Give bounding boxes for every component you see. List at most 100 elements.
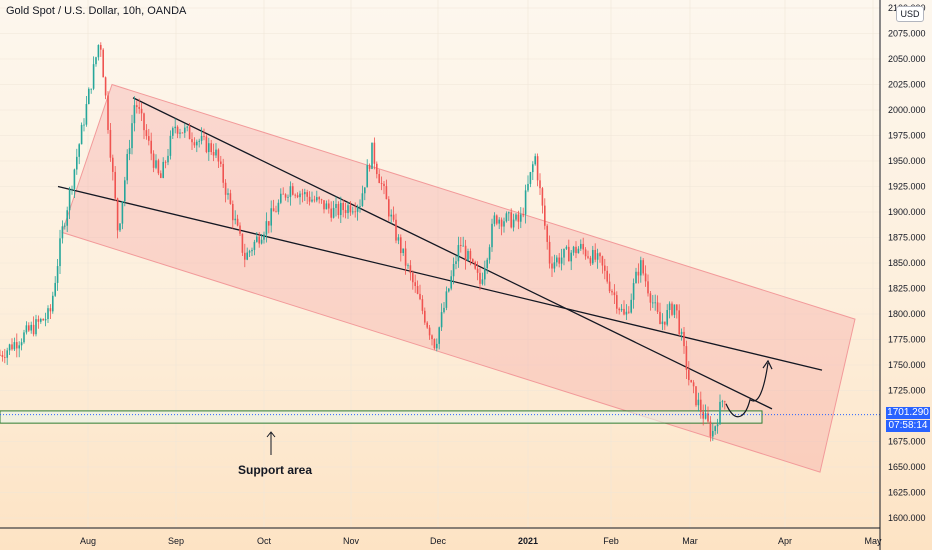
candle-body (282, 193, 284, 195)
candle-body (462, 245, 464, 247)
candle-body (493, 215, 496, 224)
candle-body (138, 107, 140, 109)
candle-body (112, 157, 114, 172)
time-axis[interactable]: Aug Sep Oct Nov Dec 2021 Feb Mar Apr May (80, 536, 882, 546)
candle-body (320, 199, 323, 201)
price-tick-label: 1625.000 (888, 488, 926, 498)
candle-body (479, 272, 481, 284)
candle-body (452, 264, 455, 277)
trendline-long[interactable] (57, 185, 823, 371)
candle-body (11, 344, 13, 350)
time-tick-label: Sep (168, 536, 184, 546)
candle-body (306, 192, 308, 197)
candle-body (385, 186, 388, 200)
candle-body (128, 148, 131, 155)
candle-body (378, 174, 380, 183)
price-axis[interactable]: 2100.0002075.0002050.0002025.0002000.000… (888, 3, 926, 523)
candle-body (664, 321, 666, 325)
candle-body (522, 214, 524, 216)
candle-body (232, 203, 234, 221)
candle-body (157, 160, 160, 174)
candle-body (565, 246, 568, 249)
time-tick-label: Aug (80, 536, 96, 546)
candle-body (383, 183, 385, 187)
price-tick-label: 1825.000 (888, 284, 926, 294)
candle-body (407, 265, 409, 267)
bar-countdown-label: 07:58:14 (886, 420, 930, 432)
candle-body (354, 211, 356, 213)
candle-body (184, 127, 186, 133)
candle-body (436, 343, 438, 349)
candle-body (234, 218, 236, 221)
candle-body (270, 208, 272, 226)
candle-body (30, 324, 32, 331)
candle-body (414, 282, 416, 287)
candle-body (395, 219, 397, 241)
candle-body (563, 248, 565, 258)
last-price-label: 1701.290 (886, 407, 930, 419)
candle-body (90, 88, 92, 90)
candle-body (630, 299, 632, 313)
candle-body (4, 357, 6, 358)
candle-body (244, 252, 246, 260)
candle-body (392, 214, 395, 220)
candle-body (659, 311, 661, 325)
candle-body (596, 253, 599, 260)
candle-body (366, 165, 368, 188)
candle-body (623, 308, 625, 315)
candle-body (0, 354, 1, 356)
candle-body (18, 345, 20, 349)
currency-button[interactable]: USD (896, 6, 924, 22)
candle-body (97, 44, 100, 58)
candle-body (203, 135, 205, 137)
candle-body (476, 268, 479, 273)
candle-body (212, 152, 215, 156)
candle-body (632, 283, 635, 300)
candle-body (702, 411, 704, 419)
candle-body (716, 424, 719, 427)
candle-body (44, 319, 47, 321)
candle-body (311, 199, 313, 202)
candle-body (162, 161, 164, 178)
candle-body (265, 221, 268, 235)
candle-body (404, 248, 407, 266)
candle-body (524, 190, 527, 215)
candle-body (606, 270, 608, 282)
candle-body (109, 129, 112, 158)
candle-body (304, 192, 306, 195)
candle-body (599, 253, 601, 257)
candle-body (208, 143, 210, 153)
candle-body (692, 382, 695, 387)
candle-body (503, 221, 505, 227)
candle-body (229, 193, 232, 204)
candle-body (520, 214, 522, 222)
candle-body (205, 136, 208, 153)
candle-body (700, 399, 702, 412)
candle-body (316, 197, 318, 201)
candle-body (76, 156, 78, 170)
candle-body (287, 196, 289, 198)
candle-body (364, 187, 366, 194)
candle-body (191, 139, 193, 143)
price-tick-label: 2050.000 (888, 54, 926, 64)
trendline-steep[interactable] (132, 97, 773, 410)
candle-body (572, 246, 575, 253)
candle-body (289, 186, 292, 197)
candlestick-series (0, 42, 726, 442)
candle-body (541, 188, 544, 206)
candle-body (258, 236, 260, 244)
candle-body (508, 212, 510, 214)
candle-body (532, 164, 534, 173)
candle-body (642, 260, 644, 274)
support-area-box[interactable] (0, 410, 763, 424)
candle-body (575, 246, 577, 254)
candle-body (361, 193, 364, 207)
candle-body (344, 210, 347, 214)
candle-body (131, 123, 133, 149)
candle-body (275, 211, 277, 213)
candle-body (594, 249, 596, 260)
candle-body (601, 256, 604, 266)
candle-body (155, 160, 157, 168)
